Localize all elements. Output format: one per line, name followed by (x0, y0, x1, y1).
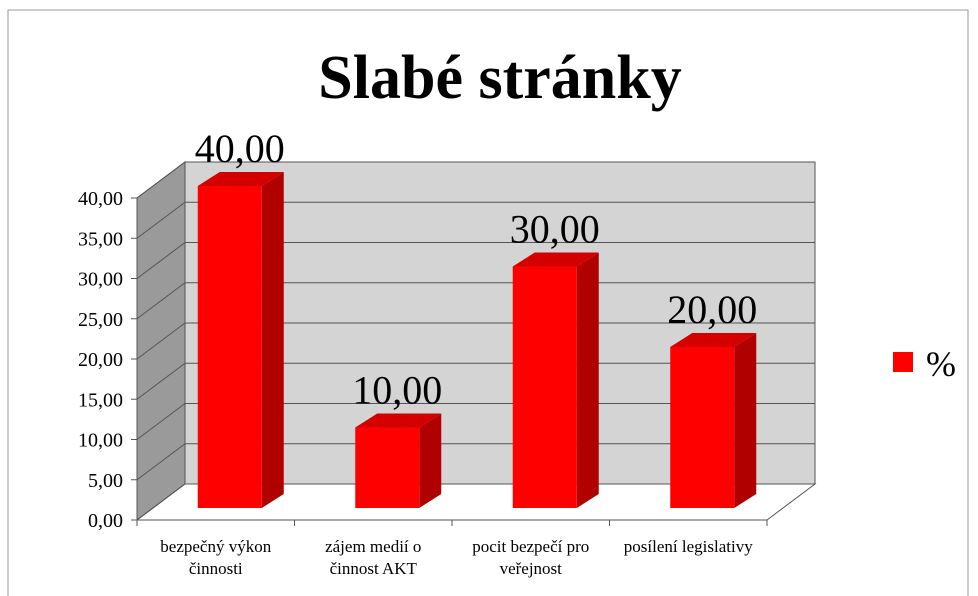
y-tick-label: 25,00 (78, 309, 123, 331)
bar (197, 186, 262, 508)
value-label: 30,00 (510, 207, 600, 252)
bar-top (355, 413, 442, 428)
bar-side (419, 413, 442, 508)
grid-line-side (136, 322, 186, 360)
y-tick-label: 35,00 (78, 228, 123, 250)
y-tick-label: 10,00 (78, 430, 123, 452)
legend-swatch (893, 352, 913, 372)
x-tick-label: posílení legislativy (623, 537, 753, 556)
bar (670, 347, 735, 508)
x-tick-label: bezpečný výkon činnosti (160, 537, 272, 578)
bar-side (576, 252, 599, 508)
y-tick-label: 40,00 (78, 188, 123, 210)
y-tick-label: 0,00 (88, 510, 123, 532)
bar-side (734, 333, 757, 508)
legend-label: % (926, 344, 956, 384)
bar-top (197, 172, 284, 186)
y-tick-label: 5,00 (88, 470, 123, 492)
bar (355, 427, 420, 508)
y-tick-label: 15,00 (78, 389, 123, 411)
grid-line-side (136, 161, 186, 199)
grid-line-side (136, 282, 186, 320)
value-label: 20,00 (667, 287, 757, 332)
grid-line-side (136, 362, 186, 400)
grid-line-side (136, 242, 186, 279)
grid-line-side (136, 483, 186, 521)
bar-top (512, 252, 599, 267)
y-tick-label: 20,00 (78, 349, 123, 371)
bar-side (261, 172, 284, 508)
grid-line-side (136, 201, 186, 239)
x-tick-label: pocit bezpečí pro veřejnost (472, 537, 590, 578)
bar-top (670, 333, 757, 347)
y-tick-label: 30,00 (78, 269, 123, 291)
grid-line-side (136, 403, 186, 440)
x-tick-label: zájem medií o činnost AKT (325, 537, 422, 578)
chart-title: Slabé stránky (318, 44, 681, 112)
grid-line-side (136, 443, 186, 481)
bar (512, 266, 577, 508)
value-label: 40,00 (195, 126, 285, 171)
value-label: 10,00 (352, 368, 442, 413)
